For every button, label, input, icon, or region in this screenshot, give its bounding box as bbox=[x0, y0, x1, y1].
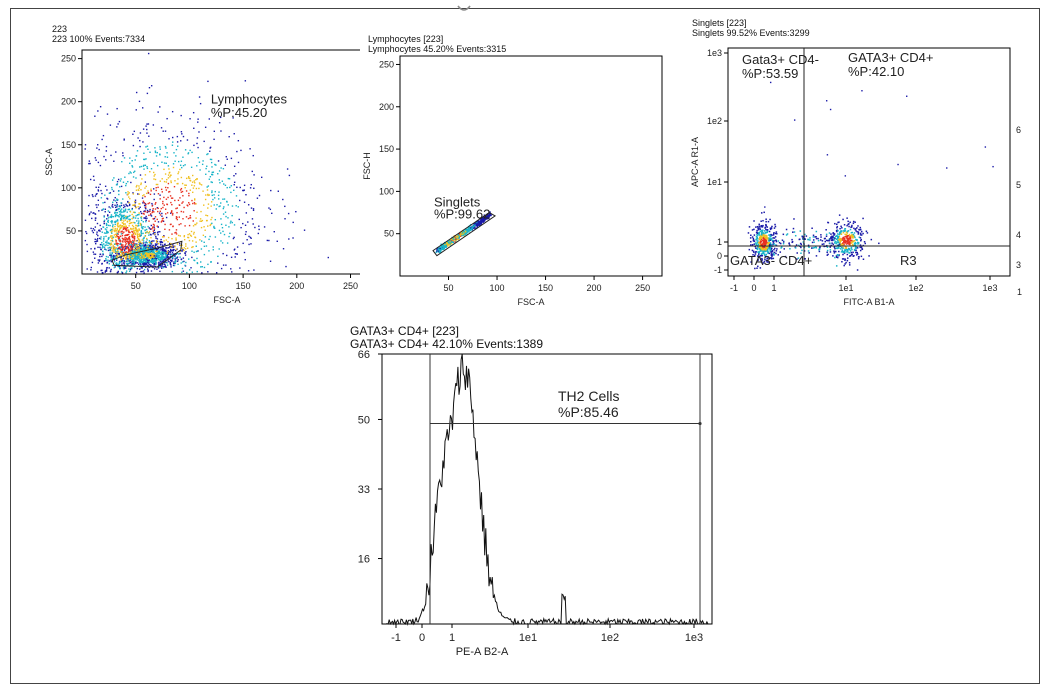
plot1-xtick-label: 250 bbox=[343, 281, 358, 291]
plot4-ytick-label: 33 bbox=[358, 484, 370, 496]
plot4-ytick-label: 16 bbox=[358, 554, 370, 566]
plot1-axes-box bbox=[81, 49, 360, 275]
plot4-axes-box bbox=[381, 353, 713, 625]
plot1-lymphocyte-scatter: 50 100 150 200 250 50 100 150 200 250 FSC-A SSC-A Ly… bbox=[44, 49, 360, 305]
plot3-q-ul-stat: %P:53.59 bbox=[742, 66, 798, 81]
plot1-header-line2: 223 100% Events:7334 bbox=[52, 34, 146, 44]
plot4-gate-name: TH2 Cells bbox=[558, 388, 619, 404]
plot3-axes-box bbox=[727, 47, 1011, 277]
figure-frame bbox=[10, 8, 1040, 684]
plot2-ylabel: FSC-H bbox=[362, 152, 372, 180]
plot2-xtick-label: 250 bbox=[635, 283, 650, 293]
plot3-quadrant-scatter: -1 0 1 1e1 1e2 1e3 -1 0 1 1e1 1e2 1e3 FITC-A B1-A APC… bbox=[690, 47, 1022, 307]
plot1-ytick-label: 100 bbox=[61, 183, 76, 193]
plot1-gate-polygon bbox=[111, 240, 183, 268]
plot1-xtick-label: 150 bbox=[236, 281, 251, 291]
plot3-edge-label: 6 bbox=[1016, 125, 1021, 135]
plot2-ytick-label: 100 bbox=[379, 186, 394, 196]
plot3-xtick-label: 0 bbox=[751, 283, 756, 293]
plot4-header-line1: GATA3+ CD4+ [223] bbox=[350, 324, 459, 338]
plot3-q-ul-name: Gata3+ CD4- bbox=[742, 52, 819, 67]
plot3-xtick-label: -1 bbox=[730, 283, 738, 293]
plot3-ytick-label: 0 bbox=[717, 251, 722, 261]
plot4-gate-stat: %P:85.46 bbox=[558, 404, 619, 420]
plot4-xtick-label: 1e1 bbox=[519, 632, 537, 644]
plot4-ytick-label: 66 bbox=[358, 350, 370, 361]
plot3-corner-label: 1 bbox=[1017, 287, 1022, 297]
plot1-gate-name: Lymphocytes bbox=[211, 91, 288, 106]
plot2-xtick-label: 200 bbox=[587, 283, 602, 293]
plot3-xtick-label: 1e3 bbox=[982, 283, 997, 293]
plot4-th2-histogram: -1 0 1 1e1 1e2 1e3 16 33 50 66 PE-A B2-A TH2 Cells%… bbox=[358, 350, 713, 658]
plot4-xtick-label: -1 bbox=[391, 632, 401, 644]
plot2-xtick-label: 50 bbox=[444, 283, 454, 293]
plot3-ytick-label: 1 bbox=[717, 237, 722, 247]
plot3-q-ll-name: GATA3- CD4+ bbox=[730, 253, 812, 268]
loading-spinner-icon bbox=[457, 5, 471, 11]
plot2-xtick-label: 100 bbox=[490, 283, 505, 293]
plot3-xtick-label: 1e2 bbox=[908, 283, 923, 293]
plot3-xtick-label: 1e1 bbox=[838, 283, 853, 293]
plot2-header-line1: Lymphocytes [223] bbox=[368, 34, 444, 44]
plot1-gate-stat: %P:45.20 bbox=[211, 105, 267, 120]
plot4-gate-handle bbox=[698, 421, 702, 426]
plot2-gate-stat: %P:99.62 bbox=[434, 206, 490, 221]
plot3-q-lr-name: R3 bbox=[900, 253, 917, 268]
plot3-ytick-label: -1 bbox=[714, 265, 722, 275]
plot2-events bbox=[435, 211, 492, 254]
plot2-axes-box bbox=[399, 55, 663, 277]
plot2-gate-name: Singlets bbox=[434, 195, 481, 210]
plot4-xtick-label: 0 bbox=[419, 632, 425, 644]
plot3-events bbox=[747, 81, 994, 271]
plot2-singlets-scatter: 50 100 150 200 250 50 100 150 200 250 FSC-A FSC-H Si… bbox=[362, 55, 663, 307]
plot2-ytick-label: 50 bbox=[384, 229, 394, 239]
plot3-edge-label: 3 bbox=[1016, 260, 1021, 270]
plot1-ytick-label: 200 bbox=[61, 97, 76, 107]
plot1-xtick-label: 200 bbox=[289, 281, 304, 291]
plot3-header-line1: Singlets [223] bbox=[692, 18, 747, 28]
plot1-header-line1: 223 bbox=[52, 24, 68, 34]
plot1-ytick-label: 50 bbox=[66, 226, 76, 236]
plot1-xlabel: FSC-A bbox=[214, 295, 241, 305]
plot4-xtick-label: 1e3 bbox=[685, 632, 703, 644]
plot3-edge-label: 5 bbox=[1016, 180, 1021, 190]
plot2-ytick-label: 200 bbox=[379, 102, 394, 112]
plot4-xtick-label: 1e2 bbox=[601, 632, 619, 644]
plot3-header-line2: Singlets 99.52% Events:3299 bbox=[692, 28, 810, 38]
plot3-xlabel: FITC-A B1-A bbox=[843, 297, 894, 307]
plot1-ylabel: SSC-A bbox=[44, 148, 54, 176]
plot3-ylabel: APC-A R1-A bbox=[690, 137, 700, 187]
plot1-xtick-label: 100 bbox=[182, 281, 197, 291]
plot3-q-ur-name: GATA3+ CD4+ bbox=[848, 50, 934, 65]
plot1-ytick-label: 150 bbox=[61, 140, 76, 150]
plot2-ytick-label: 150 bbox=[379, 144, 394, 154]
plot4-ytick-label: 50 bbox=[358, 414, 370, 426]
plot1-ytick-label: 250 bbox=[61, 54, 76, 64]
plot4-xlabel: PE-A B2-A bbox=[456, 646, 509, 658]
plot3-edge-label: 4 bbox=[1016, 230, 1021, 240]
plot3-ytick-label: 1e2 bbox=[707, 116, 722, 126]
plot4-histogram-trace bbox=[385, 353, 709, 626]
plot3-q-ur-stat: %P:42.10 bbox=[848, 64, 904, 79]
plot2-header-line2: Lymphocytes 45.20% Events:3315 bbox=[368, 44, 507, 54]
plot4-header-line2: GATA3+ CD4+ 42.10% Events:1389 bbox=[350, 337, 544, 351]
plot2-ytick-label: 250 bbox=[379, 59, 394, 69]
plot4-xtick-label: 1 bbox=[449, 632, 455, 644]
plot3-ytick-label: 1e3 bbox=[707, 48, 722, 58]
plot1-events bbox=[84, 52, 329, 274]
plot3-ytick-label: 1e1 bbox=[707, 177, 722, 187]
plot1-xtick-label: 50 bbox=[131, 281, 141, 291]
plot2-xlabel: FSC-A bbox=[518, 297, 545, 307]
plot2-gate-polygon bbox=[432, 211, 497, 257]
plot2-xtick-label: 150 bbox=[538, 283, 553, 293]
plot3-xtick-label: 1 bbox=[771, 283, 776, 293]
